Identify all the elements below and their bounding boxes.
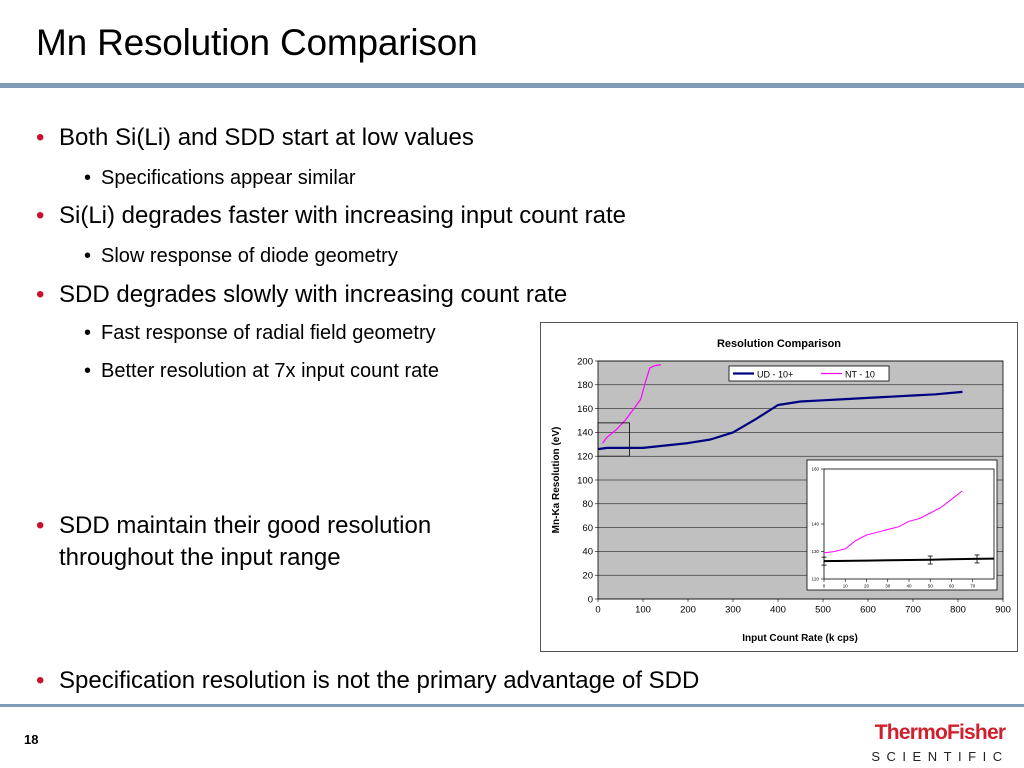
bullet-dot-icon: • — [84, 322, 92, 344]
main-x-tick-label: 800 — [950, 605, 966, 616]
bullet-3: • SDD degrades slowly with increasing co… — [36, 281, 567, 309]
page-number: 18 — [24, 732, 39, 747]
main-x-tick-label: 900 — [995, 605, 1011, 616]
inset-x-tick-label: 10 — [843, 584, 849, 589]
inset-x-tick-label: 70 — [970, 584, 976, 589]
main-y-tick-label: 100 — [577, 475, 593, 486]
sub-bullet-3: • Fast response of radial field geometry — [84, 322, 436, 345]
logo-subtitle: SCIENTIFIC — [871, 749, 1009, 764]
chart-title: Resolution Comparison — [717, 338, 841, 350]
inset-x-tick-label: 40 — [906, 584, 912, 589]
main-x-tick-label: 200 — [680, 605, 696, 616]
chart-legend: UD - 10+ NT - 10 — [728, 365, 890, 382]
main-x-tick-label: 100 — [635, 605, 651, 616]
inset-x-tick-label: 30 — [885, 584, 891, 589]
legend-box — [728, 365, 890, 382]
main-y-tick-label: 40 — [582, 547, 593, 558]
bullet-dot-icon: • — [36, 202, 45, 229]
bullet-text: SDD maintain their good resolution throu… — [59, 512, 432, 571]
bullet-dot-icon: • — [36, 124, 45, 151]
main-y-tick-label: 160 — [577, 404, 593, 415]
chart-canvas: Resolution Comparison 020406080100120140… — [551, 338, 1011, 644]
bullet-dot-icon: • — [36, 281, 45, 308]
main-x-tick-label: 300 — [725, 605, 741, 616]
y-axis-label: Mn-Ka Resolution (eV) — [551, 427, 562, 534]
bullet-dot-icon: • — [36, 667, 45, 694]
bullet-text: Si(Li) degrades faster with increasing i… — [59, 202, 626, 229]
main-x-tick-label: 500 — [815, 605, 831, 616]
main-y-tick-label: 20 — [582, 571, 593, 582]
title-divider — [0, 83, 1024, 88]
main-y-tick-label: 180 — [577, 380, 593, 391]
bullet-dot-icon: • — [36, 512, 45, 539]
bullet-text: Specifications appear similar — [101, 167, 356, 189]
slide-title: Mn Resolution Comparison — [36, 22, 478, 63]
main-series-line-0 — [597, 390, 963, 451]
bullet-text: Better resolution at 7x input count rate — [101, 360, 439, 382]
inset-y-tick-label: 140 — [811, 522, 819, 527]
main-x-tick-label: 0 — [595, 605, 600, 616]
sub-bullet-2: • Slow response of diode geometry — [84, 245, 398, 268]
zoom-region-marker — [597, 422, 630, 457]
sub-bullet-4: • Better resolution at 7x input count ra… — [84, 360, 439, 383]
bullet-dot-icon: • — [84, 245, 92, 267]
inset-series-line-0 — [823, 557, 995, 563]
inset-series-line-1 — [823, 490, 963, 554]
legend-label-nt: NT - 10 — [845, 370, 875, 380]
bullet-text: SDD degrades slowly with increasing coun… — [59, 281, 568, 308]
main-x-tick-label: 700 — [905, 605, 921, 616]
inset-x-tick-label: 20 — [864, 584, 870, 589]
bullet-5: • Specification resolution is not the pr… — [36, 667, 699, 695]
inset-plot-area — [823, 468, 995, 580]
main-x-tick-label: 400 — [770, 605, 786, 616]
main-y-tick-label: 80 — [582, 499, 593, 510]
bullet-text: Specification resolution is not the prim… — [59, 667, 700, 694]
inset-x-tick-label: 0 — [823, 584, 826, 589]
inset-y-tick-label: 160 — [811, 467, 819, 472]
bullet-1: • Both Si(Li) and SDD start at low value… — [36, 124, 474, 152]
main-y-tick-label: 60 — [582, 523, 593, 534]
bullet-text: Slow response of diode geometry — [101, 245, 398, 267]
bullet-text: Both Si(Li) and SDD start at low values — [59, 124, 474, 151]
inset-x-tick-label: 50 — [928, 584, 934, 589]
bullet-dot-icon: • — [84, 167, 92, 189]
logo-wordmark: ThermoFisher — [874, 721, 1006, 744]
inset-x-tick-label: 60 — [949, 584, 955, 589]
inset-y-tick-label: 130 — [811, 549, 819, 554]
main-y-tick-label: 200 — [577, 356, 593, 367]
main-series-line-1 — [602, 364, 662, 444]
x-axis-label: Input Count Rate (k cps) — [742, 633, 858, 644]
sub-bullet-1: • Specifications appear similar — [84, 167, 356, 190]
inset-y-tick-label: 120 — [811, 577, 819, 582]
thermo-fisher-logo: ThermoFisher SCIENTIFIC — [870, 722, 1010, 766]
bullet-2: • Si(Li) degrades faster with increasing… — [36, 202, 626, 230]
bullet-text: Fast response of radial field geometry — [101, 322, 436, 344]
footer-divider — [0, 704, 1024, 707]
main-y-tick-label: 0 — [588, 594, 593, 605]
main-y-tick-label: 140 — [577, 428, 593, 439]
resolution-chart: Resolution Comparison 0 20 40 60 80 100 120 140… — [540, 322, 1018, 652]
bullet-4: • SDD maintain their good resolution thr… — [36, 510, 529, 574]
main-y-tick-label: 120 — [577, 452, 593, 463]
main-x-tick-label: 600 — [860, 605, 876, 616]
legend-label-ud: UD - 10+ — [757, 370, 793, 380]
bullet-dot-icon: • — [84, 360, 92, 382]
inset-plot: 120 130 140 160 0 10 20 30 40 50 60 70 — [806, 459, 998, 591]
